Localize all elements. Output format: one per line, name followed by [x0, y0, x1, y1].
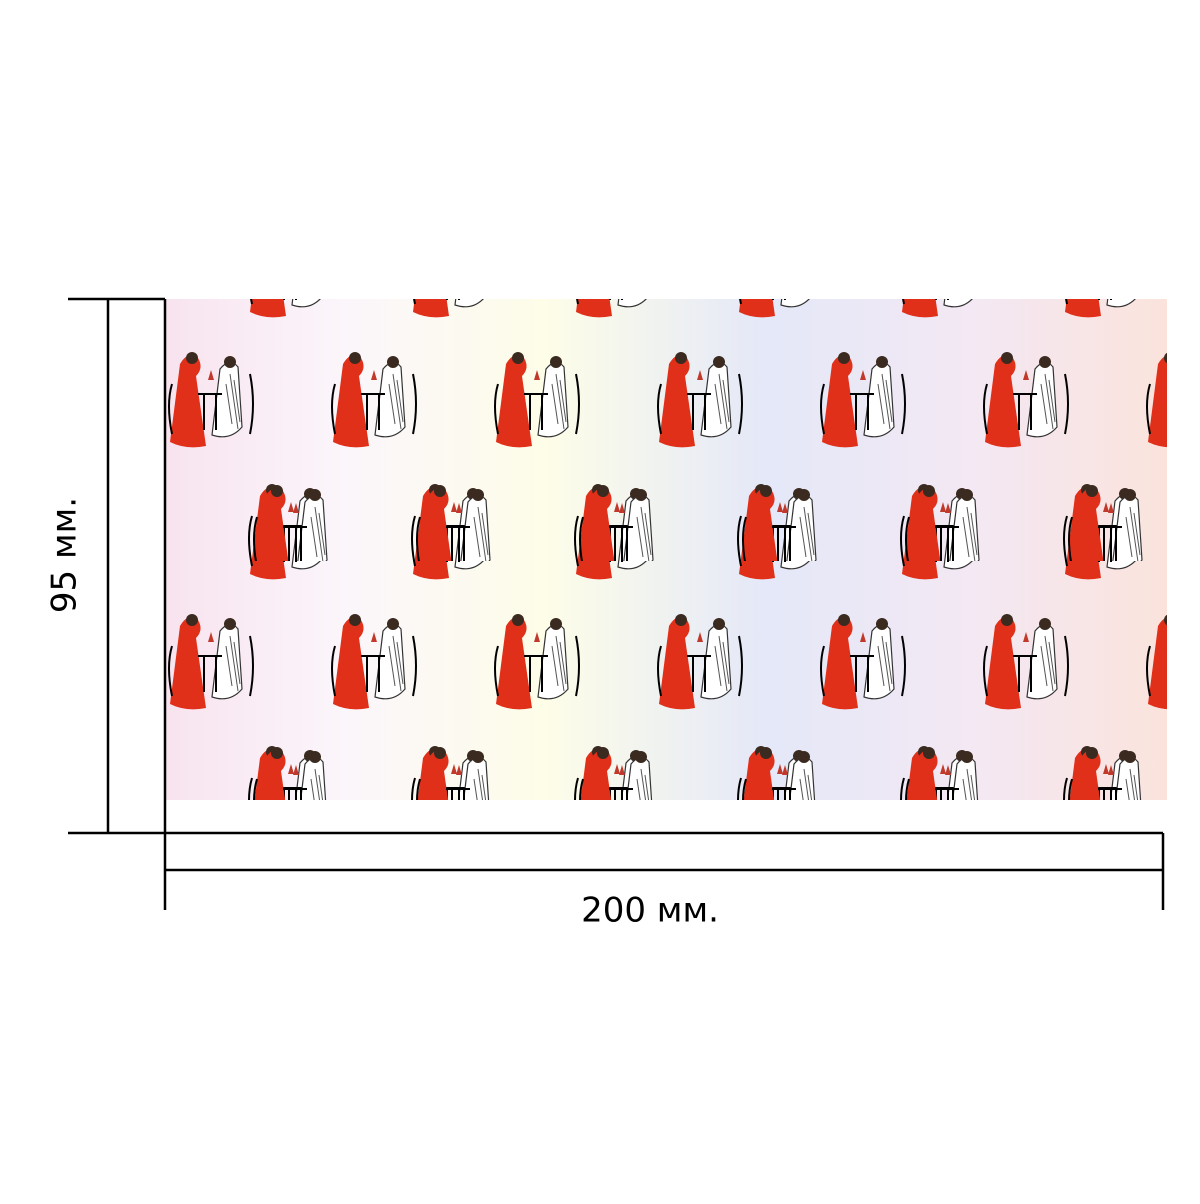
height-dimension: 95 мм.: [45, 297, 165, 835]
width-label: 200 мм.: [581, 891, 719, 931]
width-dimension: 200 мм.: [163, 299, 1165, 931]
pattern-area: [165, 299, 1167, 800]
height-label: 95 мм.: [45, 497, 85, 613]
pattern-print: [165, 299, 1167, 800]
